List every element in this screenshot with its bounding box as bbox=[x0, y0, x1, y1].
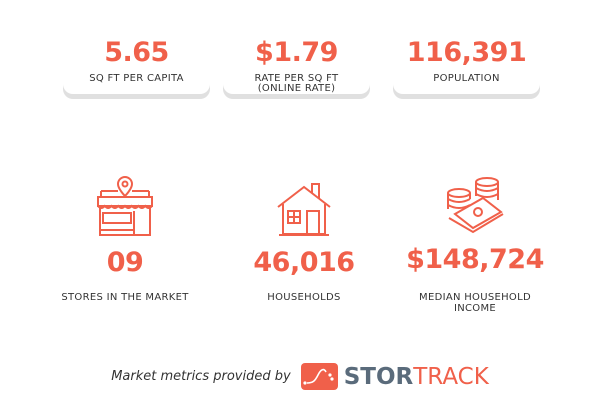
card-label-sub: (ONLINE RATE) bbox=[257, 83, 336, 94]
card-label: RATE PER SQ FT bbox=[254, 73, 339, 84]
card-value: $1.79 bbox=[255, 37, 338, 68]
stores-stat: 09 STORES IN THE MARKET bbox=[35, 175, 215, 303]
card-value: 116,391 bbox=[406, 37, 527, 68]
brand-track: TRACK bbox=[413, 363, 489, 390]
stat-value: 46,016 bbox=[253, 247, 355, 278]
stortrack-logo-icon bbox=[300, 363, 338, 390]
median-income-stat: $148,724 MEDIAN HOUSEHOLD INCOME bbox=[385, 172, 565, 314]
population-card: 116,391 POPULATION bbox=[393, 18, 540, 94]
households-stat: 46,016 HOUSEHOLDS bbox=[214, 175, 394, 303]
footer: Market metrics provided by STOR TRACK bbox=[0, 363, 600, 390]
house-icon bbox=[277, 183, 331, 236]
storefront-icon bbox=[97, 175, 153, 236]
stat-label: HOUSEHOLDS bbox=[267, 292, 341, 303]
money-coins-icon bbox=[447, 177, 504, 234]
card-label: SQ FT PER CAPITA bbox=[89, 73, 184, 84]
brand-stor: STOR bbox=[343, 363, 414, 390]
stat-value: 09 bbox=[106, 247, 144, 278]
rate-per-sq-ft-card: $1.79 RATE PER SQ FT (ONLINE RATE) bbox=[223, 18, 370, 94]
stat-value: $148,724 bbox=[406, 244, 544, 275]
sq-ft-per-capita-card: 5.65 SQ FT PER CAPITA bbox=[63, 18, 210, 94]
card-value: 5.65 bbox=[104, 37, 169, 68]
stat-label: STORES IN THE MARKET bbox=[61, 292, 189, 303]
footer-text: Market metrics provided by bbox=[111, 369, 291, 384]
card-label: POPULATION bbox=[433, 73, 500, 84]
stat-label-sub: INCOME bbox=[453, 303, 497, 314]
stat-label: MEDIAN HOUSEHOLD bbox=[419, 292, 531, 303]
